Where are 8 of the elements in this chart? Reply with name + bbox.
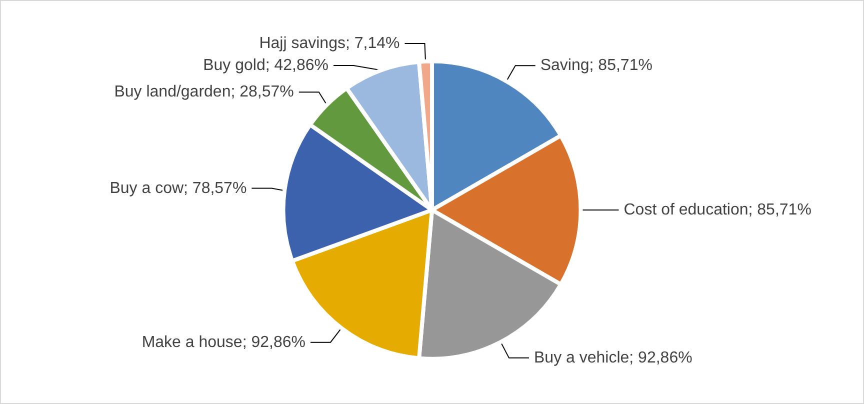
slice-label: Buy a cow; 78,57% (110, 180, 247, 197)
slice-label: Buy land/garden; 28,57% (114, 84, 294, 101)
slice-label: Hajj savings; 7,14% (259, 34, 400, 52)
slice-label: Saving; 85,71% (540, 57, 652, 74)
slice-label: Cost of education; 85,71% (624, 202, 812, 219)
slice-label: Buy gold; 42,86% (203, 56, 328, 74)
slice-label: Buy a vehicle; 92,86% (534, 349, 692, 366)
slice-label: Make a house; 92,86% (142, 334, 306, 351)
